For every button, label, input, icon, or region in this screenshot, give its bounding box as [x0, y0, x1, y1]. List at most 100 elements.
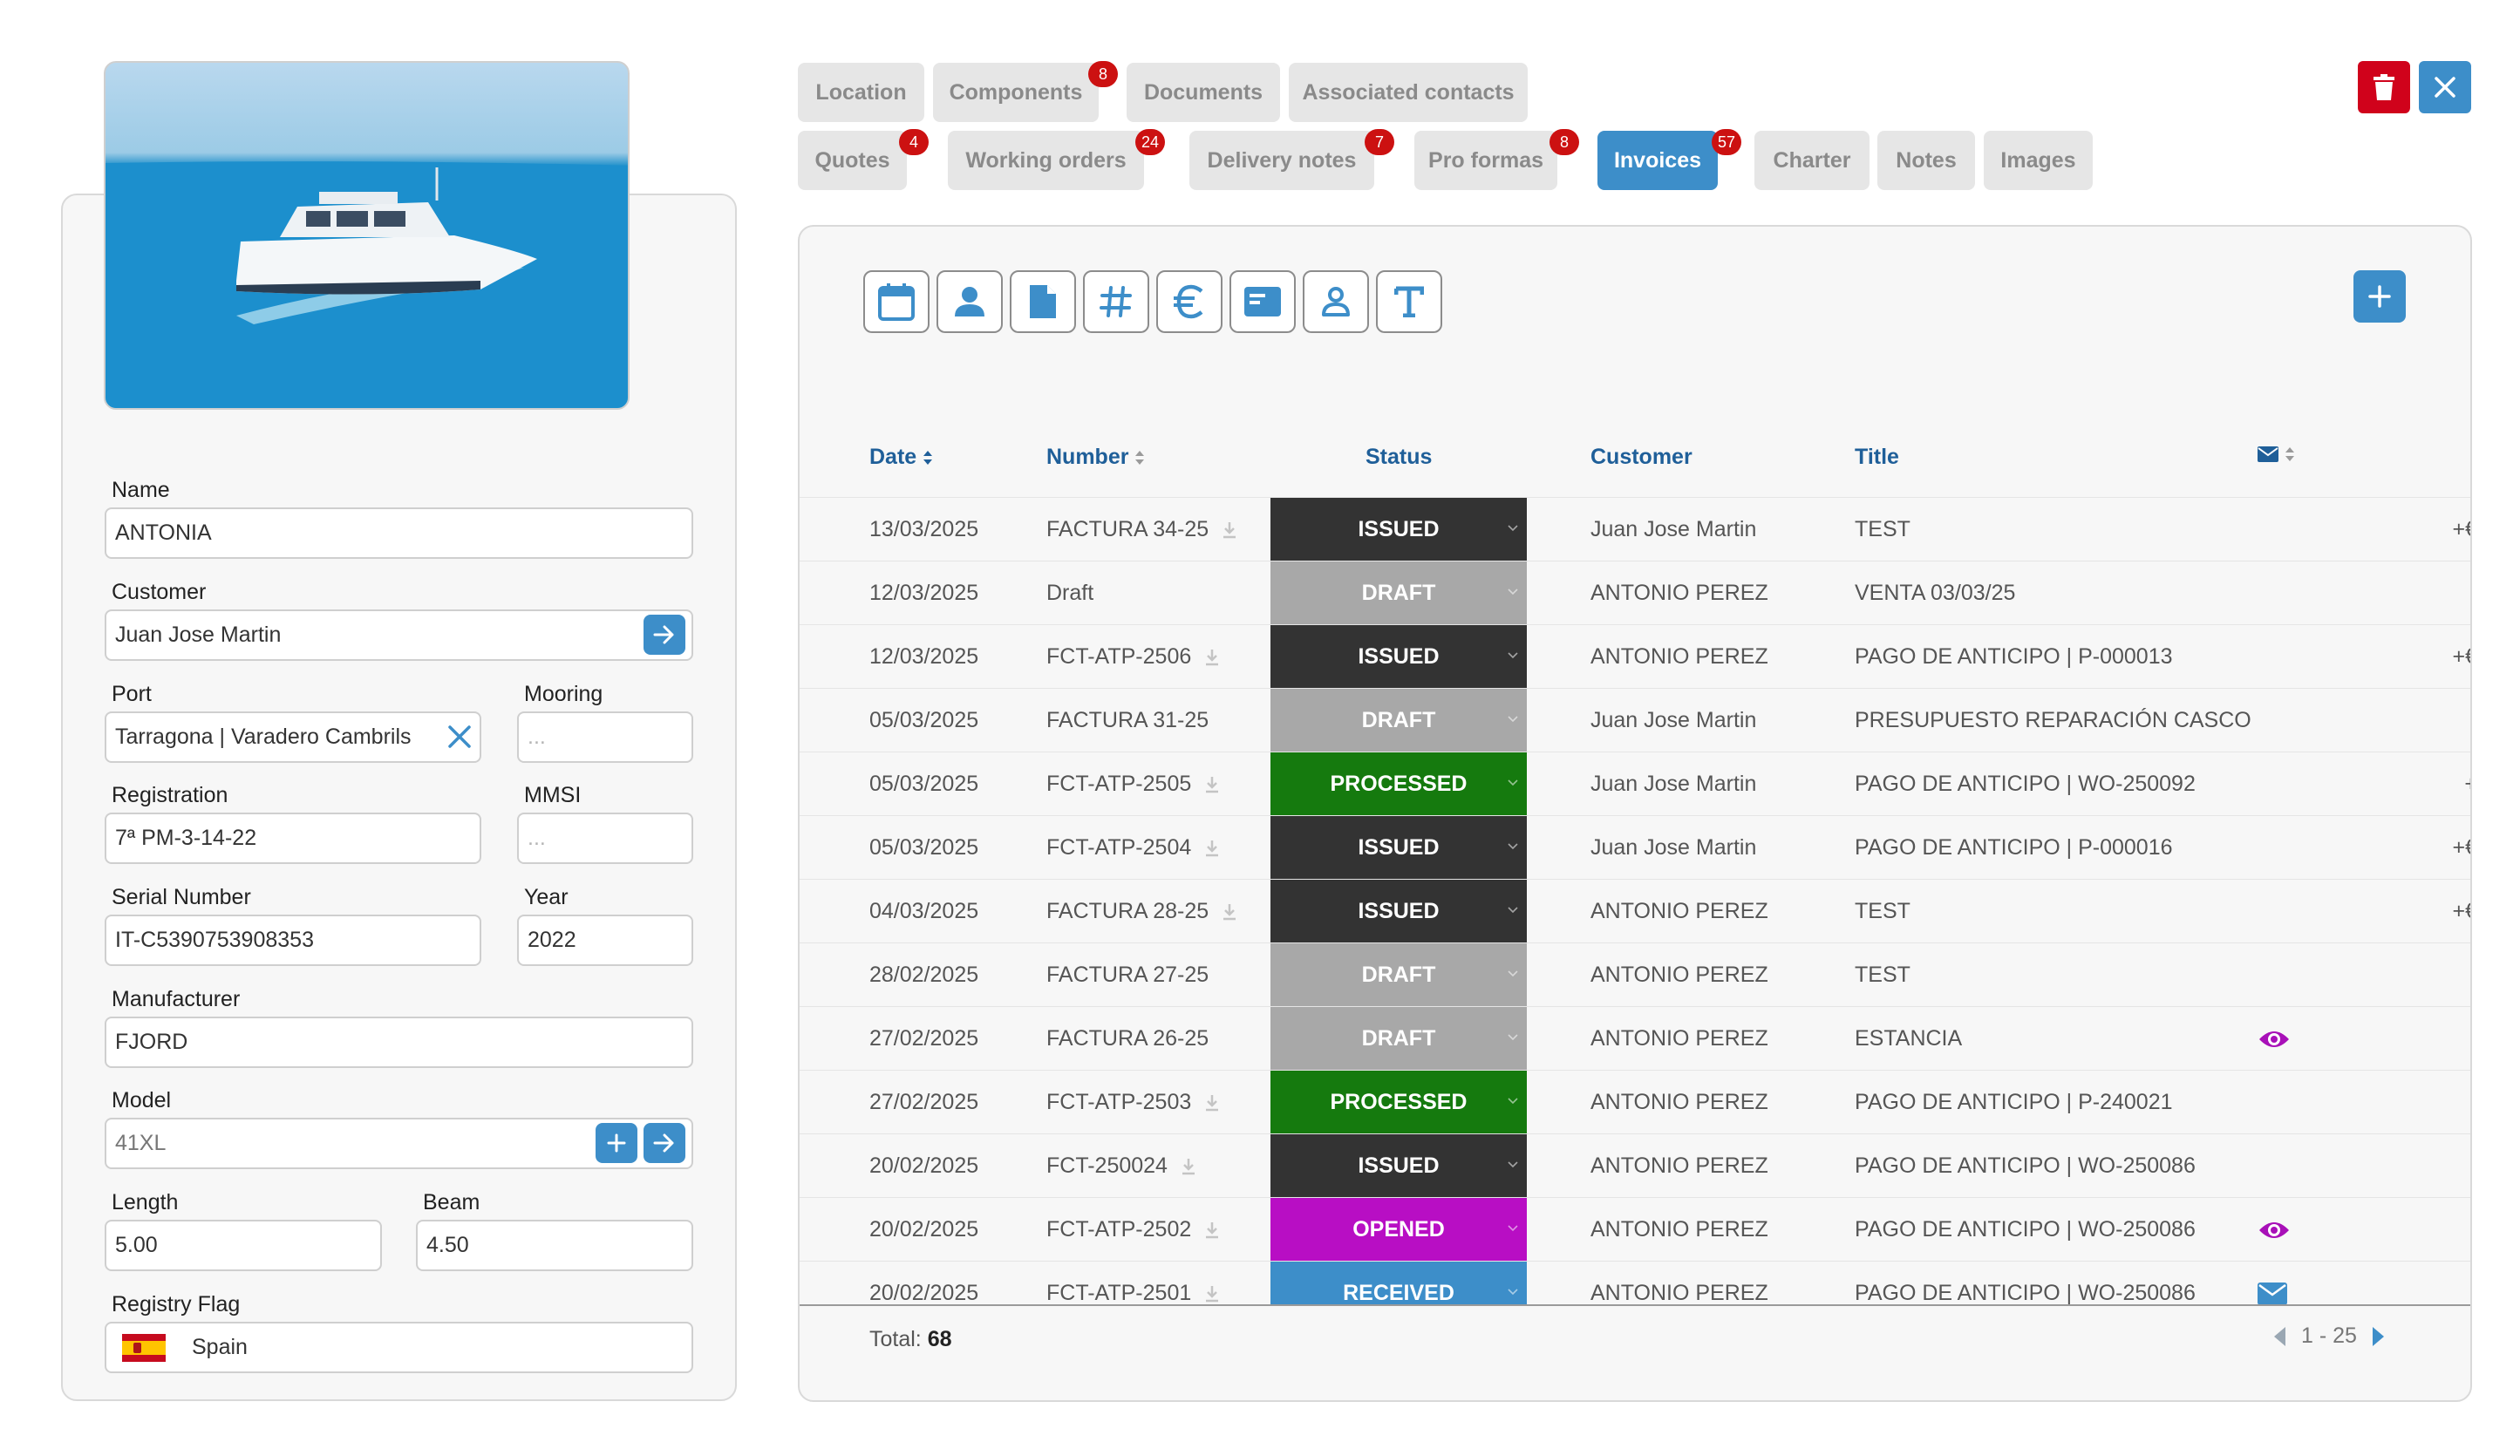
status-dropdown[interactable]: DRAFT: [1270, 561, 1527, 625]
model-field[interactable]: 41XL: [105, 1118, 693, 1169]
download-icon[interactable]: [1203, 775, 1221, 794]
filter-document-button[interactable]: [1010, 270, 1076, 333]
header-title[interactable]: Title: [1855, 445, 1899, 469]
status-dropdown[interactable]: PROCESSED: [1270, 1071, 1527, 1134]
tab-invoices[interactable]: Invoices: [1597, 131, 1718, 190]
eye-icon[interactable]: [2258, 1027, 2291, 1051]
tab-quotes[interactable]: Quotes: [798, 131, 907, 190]
status-dropdown[interactable]: OPENED: [1270, 1198, 1527, 1262]
row-customer: ANTONIO PEREZ: [1590, 1090, 1768, 1114]
table-row[interactable]: 20/02/2025 FCT-250024 ISSUED ANTONIO PEREZ P…: [800, 1133, 2470, 1198]
prev-page-icon[interactable]: [2271, 1325, 2287, 1348]
delete-button[interactable]: [2358, 61, 2410, 113]
status-dropdown[interactable]: ISSUED: [1270, 880, 1527, 943]
download-icon[interactable]: [1221, 902, 1238, 922]
table-row[interactable]: 05/03/2025 FCT-ATP-2505 PROCESSED Juan Jose…: [800, 752, 2470, 816]
model-goto-button[interactable]: [644, 1123, 685, 1163]
table-row[interactable]: 13/03/2025 FACTURA 34-25 ISSUED Juan Jose M…: [800, 497, 2470, 561]
download-icon[interactable]: [1203, 1284, 1221, 1303]
download-icon[interactable]: [1203, 839, 1221, 858]
tab-charter[interactable]: Charter: [1754, 131, 1870, 190]
working-orders-count-badge: 24: [1135, 129, 1165, 155]
download-icon[interactable]: [1203, 1221, 1221, 1240]
filter-amount-button[interactable]: [1156, 270, 1223, 333]
close-button[interactable]: [2419, 61, 2471, 113]
status-dropdown[interactable]: DRAFT: [1270, 943, 1527, 1007]
status-label: DRAFT: [1361, 708, 1436, 732]
header-email[interactable]: [2258, 445, 2296, 464]
add-invoice-button[interactable]: [2353, 270, 2406, 323]
row-email-status: [2258, 1198, 2291, 1262]
beam-label: Beam: [423, 1190, 480, 1214]
name-field[interactable]: ANTONIA: [105, 507, 693, 559]
table-row[interactable]: 12/03/2025 FCT-ATP-2506 ISSUED ANTONIO PERE…: [800, 624, 2470, 689]
header-date[interactable]: Date: [869, 445, 934, 470]
status-dropdown[interactable]: PROCESSED: [1270, 752, 1527, 816]
status-dropdown[interactable]: ISSUED: [1270, 498, 1527, 561]
tab-location[interactable]: Location: [798, 63, 924, 122]
table-row[interactable]: 20/02/2025 FCT-ATP-2502 OPENED ANTONIO PERE…: [800, 1197, 2470, 1262]
port-field[interactable]: Tarragona | Varadero Cambrils: [105, 711, 481, 763]
beam-field[interactable]: 4.50: [416, 1220, 693, 1271]
status-dropdown[interactable]: ISSUED: [1270, 816, 1527, 880]
filter-card-button[interactable]: [1229, 270, 1296, 333]
filter-contact-button[interactable]: [1303, 270, 1369, 333]
header-status[interactable]: Status: [1366, 445, 1433, 469]
status-dropdown[interactable]: ISSUED: [1270, 625, 1527, 689]
status-dropdown[interactable]: DRAFT: [1270, 1007, 1527, 1071]
header-customer[interactable]: Customer: [1590, 445, 1692, 469]
customer-field[interactable]: Juan Jose Martin: [105, 609, 693, 661]
table-row[interactable]: 27/02/2025 FCT-ATP-2503 PROCESSED ANTONIO P…: [800, 1070, 2470, 1134]
status-dropdown[interactable]: RECEIVED: [1270, 1262, 1527, 1304]
table-row[interactable]: 05/03/2025 FCT-ATP-2504 ISSUED Juan Jose Ma…: [800, 815, 2470, 880]
filter-date-button[interactable]: [863, 270, 930, 333]
tab-notes[interactable]: Notes: [1877, 131, 1975, 190]
model-add-button[interactable]: [596, 1123, 637, 1163]
tab-images[interactable]: Images: [1984, 131, 2093, 190]
tab-delivery-notes[interactable]: Delivery notes: [1189, 131, 1374, 190]
row-title: PAGO DE ANTICIPO | WO-250092: [1855, 772, 2196, 796]
registration-field[interactable]: 7ª PM-3-14-22: [105, 813, 481, 864]
row-customer: ANTONIO PEREZ: [1590, 581, 1768, 605]
row-number: FCT-ATP-2503: [1046, 1071, 1221, 1134]
table-row[interactable]: 28/02/2025 FACTURA 27-25 DRAFT ANTONIO PERE…: [800, 942, 2470, 1007]
filter-title-button[interactable]: [1376, 270, 1442, 333]
filter-number-button[interactable]: [1083, 270, 1149, 333]
table-row[interactable]: 20/02/2025 FCT-ATP-2501 RECEIVED ANTONIO PE…: [800, 1261, 2470, 1304]
download-icon[interactable]: [1203, 1093, 1221, 1112]
row-email-status: [2258, 1262, 2287, 1304]
next-page-icon[interactable]: [2371, 1325, 2387, 1348]
download-icon[interactable]: [1221, 520, 1238, 540]
clear-port-icon[interactable]: [446, 724, 473, 750]
tab-pro-formas[interactable]: Pro formas: [1414, 131, 1557, 190]
table-row[interactable]: 27/02/2025 FACTURA 26-25 DRAFT ANTONIO PERE…: [800, 1006, 2470, 1071]
download-icon[interactable]: [1180, 1157, 1197, 1176]
status-dropdown[interactable]: ISSUED: [1270, 1134, 1527, 1198]
eye-icon[interactable]: [2258, 1218, 2291, 1242]
tab-components[interactable]: Components: [933, 63, 1099, 122]
filter-customer-button[interactable]: [936, 270, 1003, 333]
status-dropdown[interactable]: DRAFT: [1270, 689, 1527, 752]
download-icon[interactable]: [1203, 648, 1221, 667]
calendar-icon: [878, 283, 915, 321]
length-field[interactable]: 5.00: [105, 1220, 382, 1271]
row-number: FCT-ATP-2502: [1046, 1198, 1221, 1262]
year-field[interactable]: 2022: [517, 915, 693, 966]
table-row[interactable]: 04/03/2025 FACTURA 28-25 ISSUED ANTONIO PER…: [800, 879, 2470, 943]
mooring-field[interactable]: ...: [517, 711, 693, 763]
customer-goto-button[interactable]: [644, 615, 685, 655]
mmsi-field[interactable]: ...: [517, 813, 693, 864]
serial-field[interactable]: IT-C5390753908353: [105, 915, 481, 966]
header-number[interactable]: Number: [1046, 445, 1146, 470]
header-number-label: Number: [1046, 445, 1129, 469]
tab-documents[interactable]: Documents: [1127, 63, 1280, 122]
table-footer-divider: [800, 1304, 2470, 1306]
flag-select[interactable]: Spain: [105, 1322, 693, 1373]
manufacturer-field[interactable]: FJORD: [105, 1017, 693, 1068]
tab-associated-contacts[interactable]: Associated contacts: [1289, 63, 1528, 122]
table-row[interactable]: 05/03/2025 FACTURA 31-25 DRAFT Juan Jose Ma…: [800, 688, 2470, 752]
tab-working-orders[interactable]: Working orders: [948, 131, 1144, 190]
table-row[interactable]: 12/03/2025 Draft DRAFT ANTONIO PEREZ VENTA 0…: [800, 561, 2470, 625]
envelope-icon[interactable]: [2258, 1282, 2287, 1305]
flag-label: Registry Flag: [112, 1292, 241, 1317]
